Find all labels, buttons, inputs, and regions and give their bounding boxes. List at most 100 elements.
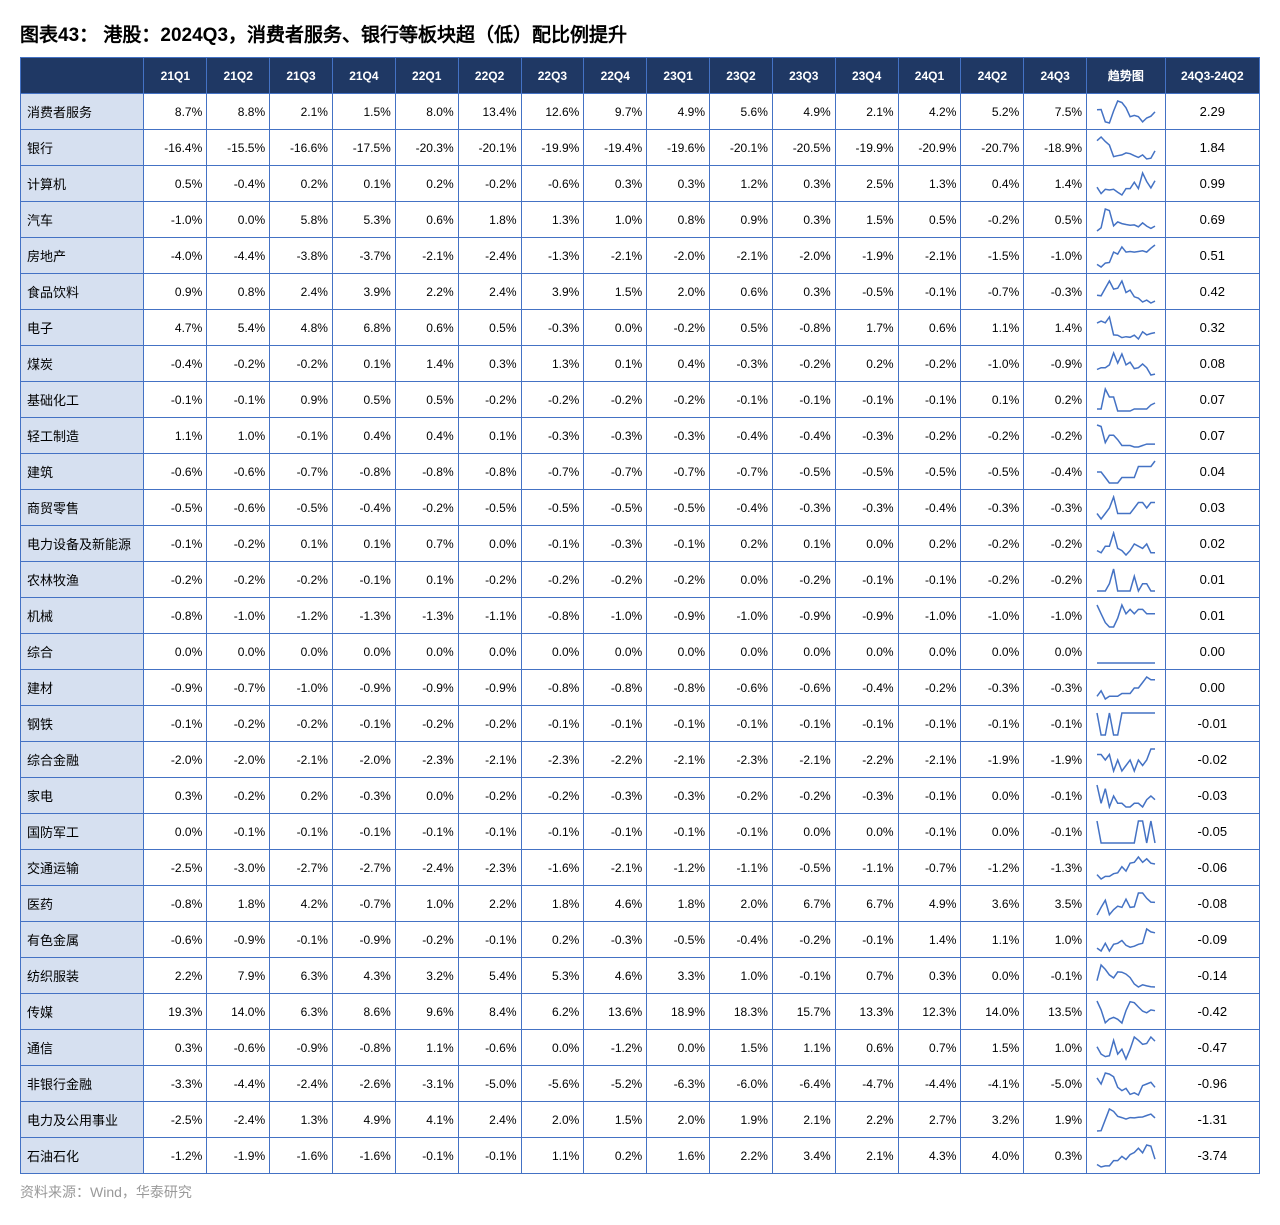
value-cell: 3.2% xyxy=(961,1102,1024,1138)
value-cell: -0.9% xyxy=(395,670,458,706)
value-cell: 1.4% xyxy=(1024,310,1087,346)
table-row: 房地产-4.0%-4.4%-3.8%-3.7%-2.1%-2.4%-1.3%-2… xyxy=(21,238,1260,274)
value-cell: 2.7% xyxy=(898,1102,961,1138)
value-cell: -0.3% xyxy=(521,418,584,454)
value-cell: 0.8% xyxy=(207,274,270,310)
value-cell: -0.9% xyxy=(207,922,270,958)
diff-cell: 0.07 xyxy=(1165,418,1259,454)
sparkline-cell xyxy=(1087,454,1166,490)
value-cell: 8.0% xyxy=(395,94,458,130)
sparkline-icon xyxy=(1095,135,1157,161)
value-cell: -0.2% xyxy=(207,526,270,562)
sparkline-icon xyxy=(1095,207,1157,233)
value-cell: 6.7% xyxy=(835,886,898,922)
diff-cell: 1.84 xyxy=(1165,130,1259,166)
value-cell: -0.8% xyxy=(521,670,584,706)
value-cell: 1.5% xyxy=(584,1102,647,1138)
value-cell: 1.5% xyxy=(584,274,647,310)
value-cell: -18.9% xyxy=(1024,130,1087,166)
sparkline-cell xyxy=(1087,418,1166,454)
value-cell: -1.2% xyxy=(961,850,1024,886)
value-cell: 2.4% xyxy=(270,274,333,310)
diff-cell: -0.02 xyxy=(1165,742,1259,778)
value-cell: -0.1% xyxy=(207,814,270,850)
sparkline-cell xyxy=(1087,598,1166,634)
value-cell: -0.1% xyxy=(961,706,1024,742)
value-cell: -2.1% xyxy=(395,238,458,274)
sector-name: 农林牧渔 xyxy=(21,562,144,598)
value-cell: 0.3% xyxy=(458,346,521,382)
diff-cell: 0.01 xyxy=(1165,598,1259,634)
value-cell: -0.1% xyxy=(270,814,333,850)
value-cell: 1.5% xyxy=(835,202,898,238)
value-cell: -2.4% xyxy=(395,850,458,886)
value-cell: -0.2% xyxy=(207,562,270,598)
value-cell: -0.8% xyxy=(772,310,835,346)
table-row: 轻工制造1.1%1.0%-0.1%0.4%0.4%0.1%-0.3%-0.3%-… xyxy=(21,418,1260,454)
value-cell: -3.8% xyxy=(270,238,333,274)
table-row: 传媒19.3%14.0%6.3%8.6%9.6%8.4%6.2%13.6%18.… xyxy=(21,994,1260,1030)
value-cell: -20.1% xyxy=(710,130,773,166)
value-cell: -0.6% xyxy=(772,670,835,706)
value-cell: -0.1% xyxy=(898,562,961,598)
value-cell: -0.9% xyxy=(647,598,710,634)
value-cell: -0.9% xyxy=(332,670,395,706)
value-cell: -1.0% xyxy=(961,346,1024,382)
value-cell: 0.0% xyxy=(332,634,395,670)
value-cell: -0.3% xyxy=(835,418,898,454)
value-cell: -1.9% xyxy=(961,742,1024,778)
value-cell: 1.1% xyxy=(961,922,1024,958)
value-cell: -6.3% xyxy=(647,1066,710,1102)
value-cell: 1.1% xyxy=(772,1030,835,1066)
value-cell: 3.9% xyxy=(332,274,395,310)
quarter-header-21Q2: 21Q2 xyxy=(207,58,270,94)
value-cell: -1.1% xyxy=(458,598,521,634)
sparkline-cell xyxy=(1087,958,1166,994)
value-cell: -0.8% xyxy=(395,454,458,490)
value-cell: 0.3% xyxy=(144,1030,207,1066)
sparkline-cell xyxy=(1087,778,1166,814)
value-cell: -0.2% xyxy=(458,706,521,742)
value-cell: -0.3% xyxy=(772,490,835,526)
table-row: 石油石化-1.2%-1.9%-1.6%-1.6%-0.1%-0.1%1.1%0.… xyxy=(21,1138,1260,1174)
value-cell: -1.0% xyxy=(270,670,333,706)
header-row: 21Q121Q221Q321Q422Q122Q222Q322Q423Q123Q2… xyxy=(21,58,1260,94)
value-cell: 1.5% xyxy=(710,1030,773,1066)
value-cell: 1.0% xyxy=(1024,922,1087,958)
value-cell: 2.4% xyxy=(458,1102,521,1138)
value-cell: -2.3% xyxy=(710,742,773,778)
sparkline-icon xyxy=(1095,855,1157,881)
value-cell: 1.3% xyxy=(898,166,961,202)
sector-name: 建材 xyxy=(21,670,144,706)
value-cell: 9.7% xyxy=(584,94,647,130)
table-row: 家电0.3%-0.2%0.2%-0.3%0.0%-0.2%-0.2%-0.3%-… xyxy=(21,778,1260,814)
value-cell: -0.3% xyxy=(1024,670,1087,706)
value-cell: -2.1% xyxy=(772,742,835,778)
value-cell: -2.0% xyxy=(772,238,835,274)
sector-name: 房地产 xyxy=(21,238,144,274)
value-cell: 2.0% xyxy=(647,274,710,310)
value-cell: 0.0% xyxy=(144,814,207,850)
value-cell: -0.9% xyxy=(144,670,207,706)
value-cell: 2.2% xyxy=(710,1138,773,1174)
value-cell: -0.3% xyxy=(584,526,647,562)
value-cell: 0.0% xyxy=(1024,634,1087,670)
value-cell: 5.2% xyxy=(961,94,1024,130)
value-cell: -0.3% xyxy=(835,778,898,814)
value-cell: 4.8% xyxy=(270,310,333,346)
value-cell: -1.3% xyxy=(1024,850,1087,886)
value-cell: 0.0% xyxy=(772,634,835,670)
value-cell: -0.9% xyxy=(270,1030,333,1066)
value-cell: 0.5% xyxy=(458,310,521,346)
value-cell: -2.7% xyxy=(332,850,395,886)
value-cell: -0.3% xyxy=(647,418,710,454)
diff-cell: 0.03 xyxy=(1165,490,1259,526)
value-cell: -0.2% xyxy=(647,562,710,598)
value-cell: -0.1% xyxy=(144,526,207,562)
table-row: 通信0.3%-0.6%-0.9%-0.8%1.1%-0.6%0.0%-1.2%0… xyxy=(21,1030,1260,1066)
sparkline-icon xyxy=(1095,279,1157,305)
diff-cell: 0.04 xyxy=(1165,454,1259,490)
diff-cell: -0.03 xyxy=(1165,778,1259,814)
value-cell: -19.9% xyxy=(521,130,584,166)
quarter-header-23Q1: 23Q1 xyxy=(647,58,710,94)
